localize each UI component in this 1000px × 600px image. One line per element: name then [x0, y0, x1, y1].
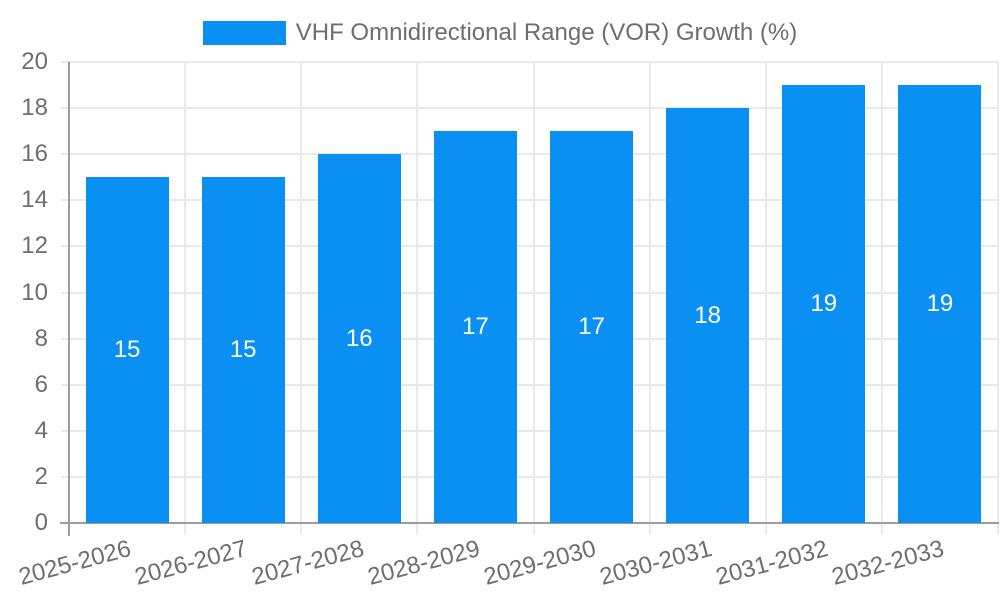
x-tick-label: 2026-2027 [132, 535, 251, 591]
y-axis-line [68, 62, 70, 536]
x-tick-label: 2025-2026 [16, 535, 135, 591]
y-tick-label: 4 [34, 416, 48, 444]
x-tick-label: 2032-2033 [829, 535, 947, 591]
bar-value-label: 19 [926, 290, 954, 318]
x-gridline-5 [648, 62, 651, 534]
y-gridline-16 [61, 153, 998, 156]
x-gridline-7 [880, 62, 883, 534]
bar-2026-2027[interactable] [201, 177, 285, 523]
y-tick-label: 14 [21, 186, 48, 214]
y-gridline-20 [61, 61, 998, 63]
bar-value-label: 15 [113, 336, 141, 364]
x-gridline-4 [532, 62, 535, 534]
x-tick-label: 2031-2032 [712, 535, 831, 591]
x-gridline-3 [416, 62, 419, 534]
legend-label: VHF Omnidirectional Range (VOR) Growth (… [295, 19, 798, 46]
y-gridline-18 [61, 107, 998, 110]
y-gridline-10 [61, 291, 998, 294]
bar-2031-2032[interactable] [782, 85, 866, 523]
y-tick-label: 20 [21, 48, 48, 75]
bar-value-label: 18 [694, 301, 722, 329]
bar-value-label: 16 [345, 324, 373, 352]
y-tick-label: 18 [21, 94, 48, 122]
y-tick-label: 6 [34, 370, 48, 398]
y-tick-label: 8 [34, 324, 48, 352]
x-tick-label: 2030-2031 [596, 535, 715, 591]
bar-value-label: 15 [229, 336, 257, 364]
x-tick-label: 2028-2029 [364, 535, 483, 591]
y-gridline-14 [61, 199, 998, 202]
y-tick-label: 0 [34, 509, 48, 536]
bar-2028-2029[interactable] [433, 131, 517, 523]
x-tick-label: 2027-2028 [248, 535, 367, 591]
y-gridline-12 [61, 245, 998, 248]
x-tick-label: 2029-2030 [480, 535, 599, 591]
y-tick-label: 2 [34, 462, 48, 490]
x-gridline-1 [184, 62, 187, 534]
legend-swatch [202, 21, 286, 45]
x-gridline-6 [764, 62, 767, 534]
x-axis-line [60, 522, 999, 524]
x-gridline-2 [300, 62, 303, 534]
bar-2029-2030[interactable] [550, 131, 634, 523]
bar-2027-2028[interactable] [317, 154, 401, 523]
y-gridline-6 [61, 383, 998, 386]
chart-legend[interactable]: VHF Omnidirectional Range (VOR) Growth (… [0, 19, 1000, 47]
y-tick-label: 10 [21, 278, 48, 306]
bar-value-label: 19 [810, 290, 838, 318]
y-gridline-2 [61, 475, 998, 478]
y-gridline-4 [61, 429, 998, 432]
x-gridline-8 [997, 62, 999, 534]
bar-value-label: 17 [462, 313, 489, 341]
y-tick-label: 16 [21, 140, 48, 168]
bar-2032-2033[interactable] [898, 85, 982, 523]
y-gridline-8 [61, 337, 998, 340]
bar-2030-2031[interactable] [666, 108, 750, 523]
y-tick-label: 12 [21, 232, 48, 260]
bar-value-label: 17 [578, 313, 605, 341]
bar-2025-2026[interactable] [85, 177, 169, 523]
